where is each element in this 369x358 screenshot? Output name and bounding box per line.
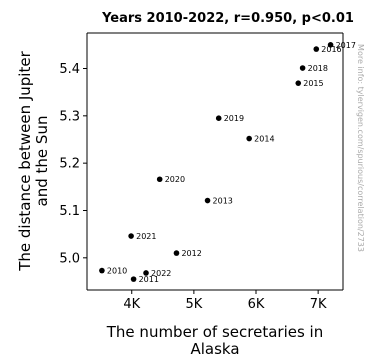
y-tick-label: 5.1	[59, 204, 80, 219]
x-axis-title-line-1: The number of secretaries in	[106, 323, 323, 341]
x-tick-label: 4K	[123, 297, 140, 312]
y-axis-title-line-1: The distance between Jupiter	[16, 50, 34, 271]
chart-title: Years 2010-2022, r=0.950, p<0.01	[101, 11, 354, 26]
data-point	[204, 197, 211, 204]
y-tick-label: 5.2	[59, 157, 80, 172]
data-point-label: 2018	[308, 64, 328, 73]
x-tick-label: 5K	[185, 297, 202, 312]
data-point-label: 2016	[321, 45, 341, 54]
data-point	[313, 46, 320, 52]
data-point-label: 2014	[254, 135, 274, 144]
x-axis-title-line-2: Alaska	[190, 340, 239, 358]
data-point	[130, 276, 137, 282]
data-point	[173, 250, 180, 256]
x-tick-label: 6K	[248, 297, 265, 312]
x-tick-label: 7K	[310, 297, 327, 312]
data-point-label: 2021	[136, 232, 156, 241]
y-axis-title-line-2: and the Sun	[33, 116, 51, 207]
data-point-label: 2020	[165, 175, 185, 184]
data-point	[215, 115, 222, 121]
y-axis-ticks: 5.0 5.1 5.2 5.3 5.4	[59, 62, 87, 266]
data-point	[299, 65, 306, 71]
data-point	[327, 42, 334, 48]
data-point-label: 2019	[224, 114, 244, 123]
data-point	[295, 80, 302, 86]
data-point-label: 2011	[139, 275, 159, 284]
y-tick-label: 5.3	[59, 109, 80, 124]
data-point	[99, 267, 105, 274]
y-tick-label: 5.4	[59, 62, 80, 77]
source-note: More info: tylervigen.com/spurious/corre…	[356, 44, 365, 252]
data-point	[156, 176, 163, 183]
plot-frame	[86, 32, 344, 291]
data-point-label: 2017	[336, 41, 356, 50]
data-point-label: 2013	[213, 197, 233, 206]
x-axis-ticks: 4K 5K 6K 7K	[123, 290, 327, 312]
data-point	[128, 233, 134, 239]
data-point-label: 2012	[181, 249, 201, 258]
data-point-label: 2015	[303, 79, 323, 88]
y-tick-label: 5.0	[59, 251, 80, 266]
data-point-label: 2010	[107, 267, 127, 276]
data-point	[246, 135, 252, 142]
data-point-label: 2022	[151, 269, 171, 278]
data-point	[143, 270, 149, 276]
